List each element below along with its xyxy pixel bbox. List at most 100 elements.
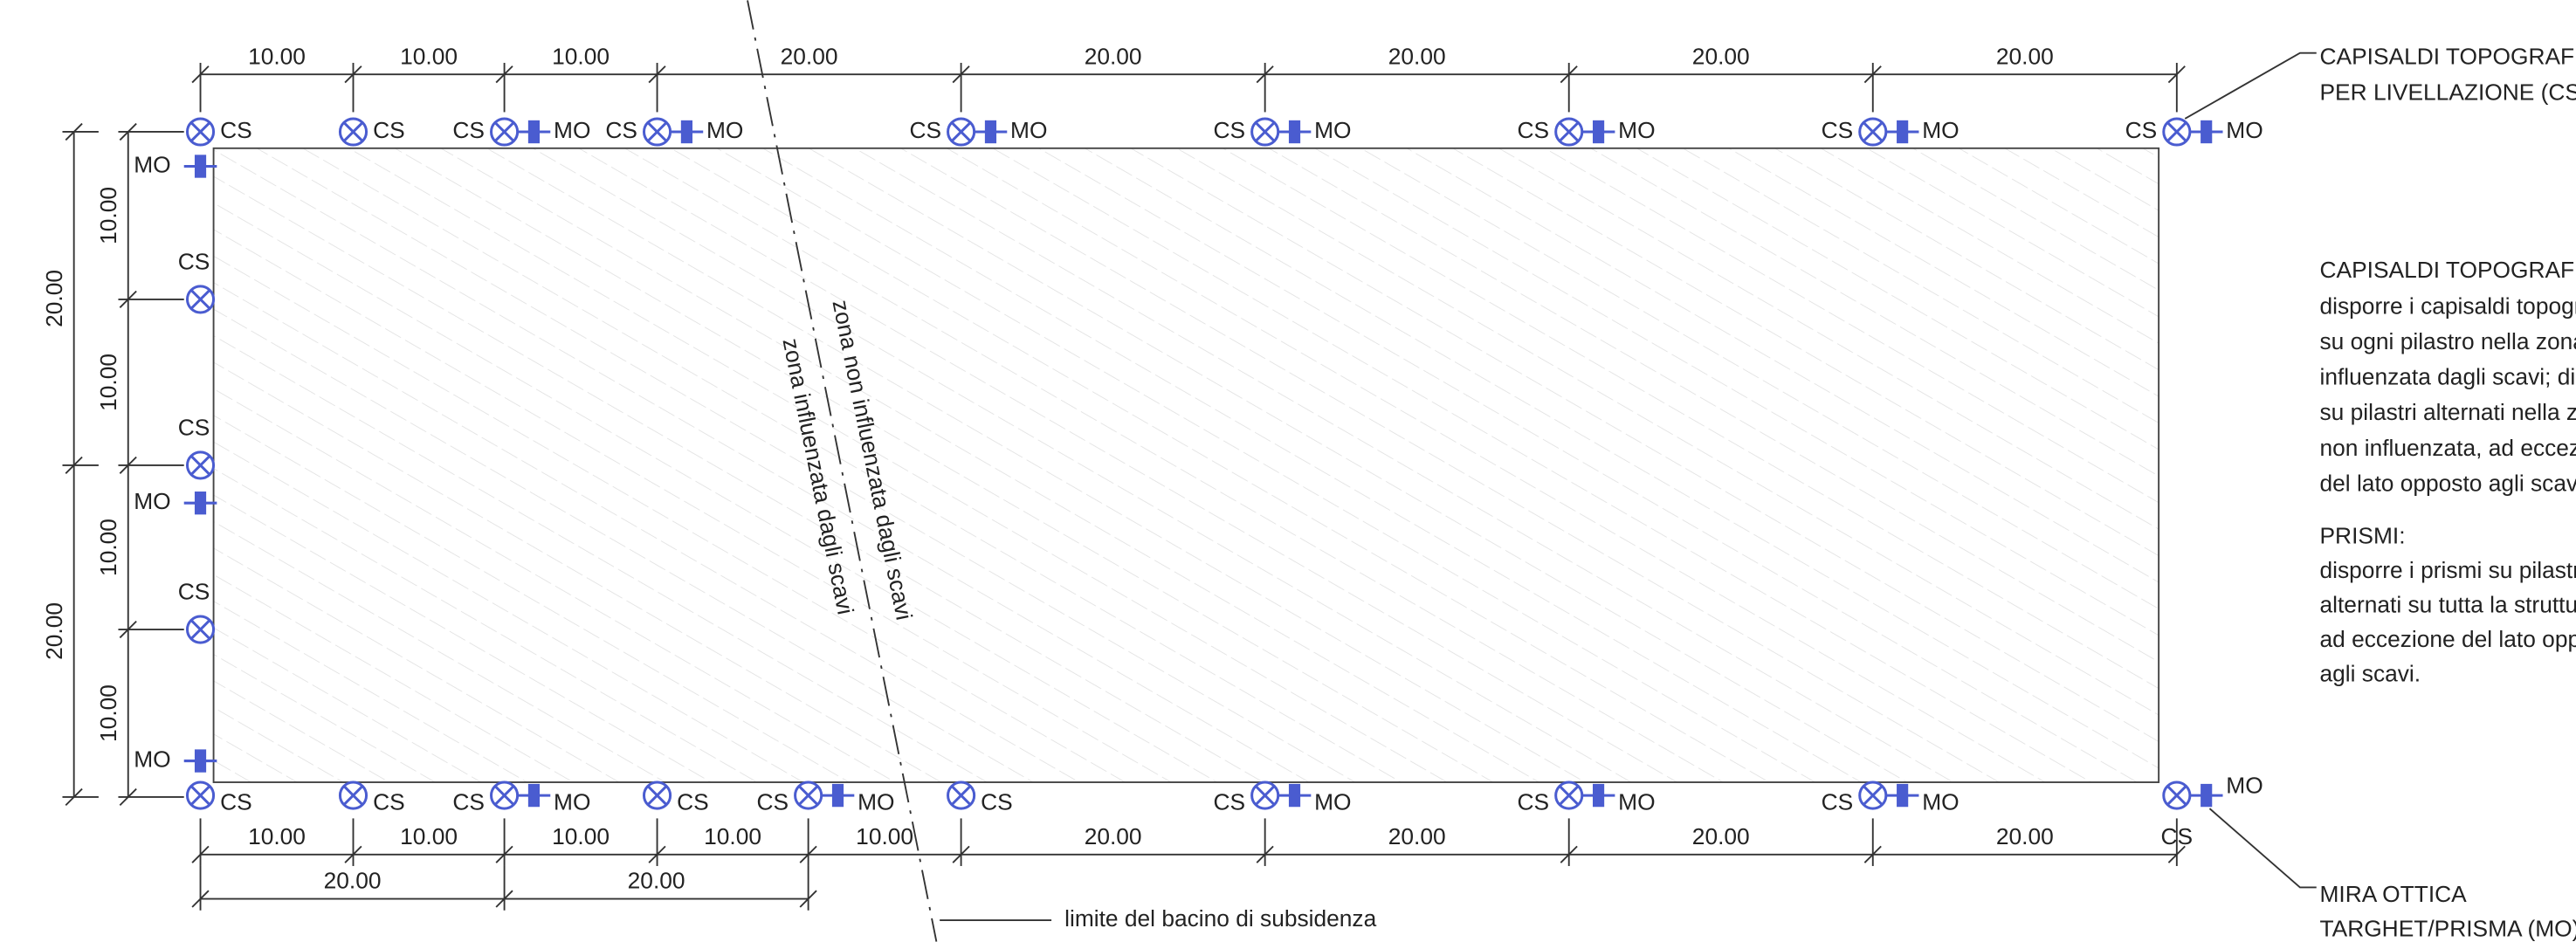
mo-label: MO (1010, 117, 1047, 143)
benchmark-symbol (185, 780, 216, 810)
benchmark-symbol (338, 780, 368, 810)
dimension-label: 20.00 (1692, 43, 1750, 69)
benchmark-cross (494, 785, 514, 806)
cs-label: CS (1214, 788, 1246, 815)
cs-label: CS (2161, 823, 2194, 849)
benchmark-cross (1863, 785, 1884, 806)
cs-label: CS (1822, 788, 1854, 815)
cs-label: CS (981, 788, 1013, 815)
mo-label: MO (134, 151, 170, 177)
cs-label: CS (2125, 117, 2158, 143)
benchmark-cross (798, 785, 819, 806)
dimension-label: 10.00 (95, 684, 121, 742)
dimension-label: 10.00 (95, 354, 121, 411)
mo-label: MO (1618, 117, 1655, 143)
cs-label: CS (909, 117, 941, 143)
dimension-label: 10.00 (248, 823, 306, 849)
benchmark-symbol (947, 780, 976, 810)
legend-label: PER LIVELLAZIONE (CS) (2320, 79, 2576, 106)
benchmark-symbol (185, 450, 216, 480)
leader (2208, 808, 2317, 889)
benchmark-cross (190, 455, 210, 476)
legend-label: CAPISALDI TOPOGRAFICI (2320, 43, 2576, 69)
dimension-label: 10.00 (248, 43, 306, 69)
cs-label: CS (605, 117, 637, 143)
mo-label: MO (134, 488, 170, 514)
cs-label: CS (1518, 788, 1550, 815)
dimension-label: 10.00 (552, 823, 610, 849)
benchmark-cross (190, 121, 210, 142)
note-line: non influenzata, ad eccezione (2320, 435, 2576, 461)
cs-label: CS (178, 248, 210, 274)
dimension-label: 10.00 (704, 823, 761, 849)
note-line: su ogni pilastro nella zona (2320, 328, 2576, 354)
cs-label: CS (452, 117, 485, 143)
benchmark-symbol (338, 117, 368, 147)
dimension-label: 20.00 (781, 43, 838, 69)
cs-label: CS (220, 117, 252, 143)
mo-label: MO (858, 788, 894, 815)
benchmark-cross (1255, 121, 1276, 142)
note-line: del lato opposto agli scavi. (2320, 470, 2576, 496)
benchmark-cross (1559, 121, 1580, 142)
dimension-label: 20.00 (1388, 43, 1446, 69)
legend-label: MIRA OTTICA (2320, 881, 2468, 907)
note-heading: CAPISALDI TOPOGRAFICI: (2320, 257, 2576, 283)
mo-label: MO (1314, 788, 1351, 815)
cs-label: CS (1214, 117, 1246, 143)
benchmark-cross (190, 289, 210, 310)
mo-label: MO (554, 117, 590, 143)
note-line: disporre i capisaldi topografici (2320, 292, 2576, 319)
cs-label: CS (373, 788, 405, 815)
benchmark-cross (343, 121, 363, 142)
benchmark-cross (951, 785, 972, 806)
dimension-label: 20.00 (1085, 823, 1142, 849)
dimension-label: 10.00 (552, 43, 610, 69)
dimension-label: 20.00 (628, 868, 685, 894)
subsidence-label: limite del bacino di subsidenza (1064, 905, 1376, 932)
mo-label: MO (1618, 788, 1655, 815)
benchmark-symbol (642, 780, 672, 810)
cs-label: CS (1822, 117, 1854, 143)
dimension-label: 10.00 (400, 823, 458, 849)
dimension-label: 20.00 (1692, 823, 1750, 849)
mo-label: MO (134, 746, 170, 773)
dimension-label: 20.00 (1996, 823, 2054, 849)
zone-boundary (747, 0, 938, 942)
dimension-label: 20.00 (41, 602, 67, 660)
note-line: su pilastri alternati nella zona (2320, 399, 2576, 425)
benchmark-symbol (185, 285, 216, 314)
benchmark-cross (1255, 785, 1276, 806)
benchmark-cross (2166, 121, 2187, 142)
benchmark-cross (951, 121, 972, 142)
mo-label: MO (2226, 117, 2263, 143)
note-line: agli scavi. (2320, 661, 2421, 687)
benchmark-cross (190, 785, 210, 806)
benchmark-cross (2166, 785, 2187, 806)
dimension-label: 20.00 (1388, 823, 1446, 849)
dimension-label: 10.00 (856, 823, 913, 849)
building-outline (212, 147, 2160, 783)
dimension-label: 10.00 (95, 519, 121, 576)
benchmark-symbol (185, 615, 216, 644)
note-line: ad eccezione del lato opposto (2320, 626, 2576, 652)
benchmark-cross (494, 121, 514, 142)
dimension-label: 20.00 (1085, 43, 1142, 69)
mo-label: MO (1314, 117, 1351, 143)
cs-label: CS (452, 788, 485, 815)
dimension-label: 20.00 (1996, 43, 2054, 69)
legend-label: TARGHET/PRISMA (MO) (2320, 915, 2576, 941)
cs-label: CS (373, 117, 405, 143)
note-heading: PRISMI: (2320, 523, 2406, 549)
leader (2184, 52, 2317, 120)
note-line: disporre i prismi su pilastri (2320, 557, 2576, 583)
mo-label: MO (1922, 788, 1959, 815)
benchmark-cross (647, 785, 667, 806)
cs-label: CS (756, 788, 789, 815)
cs-label: CS (220, 788, 252, 815)
mo-label: MO (554, 788, 590, 815)
benchmark-cross (1863, 121, 1884, 142)
cs-label: CS (178, 579, 210, 605)
benchmark-cross (343, 785, 363, 806)
benchmark-cross (190, 619, 210, 640)
